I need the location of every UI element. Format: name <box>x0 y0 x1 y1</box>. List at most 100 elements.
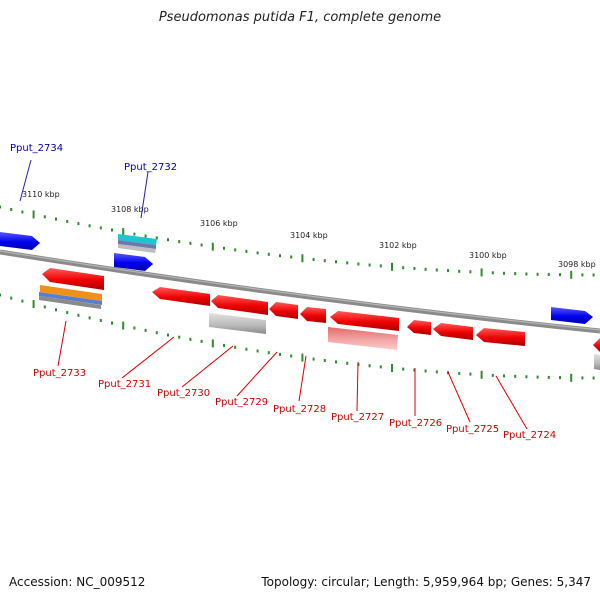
minor-tick <box>43 215 46 219</box>
minor-tick <box>559 376 561 380</box>
minor-tick <box>66 311 69 315</box>
gene-pput-2724[interactable] <box>476 328 525 346</box>
gene-label-pput-2734[interactable]: Pput_2734 <box>10 143 63 154</box>
minor-tick <box>335 260 337 264</box>
gene-pput-2728[interactable] <box>300 307 326 323</box>
major-tick <box>211 339 214 348</box>
minor-tick <box>267 252 270 256</box>
leader-line <box>140 171 149 219</box>
gene-pput-2732[interactable] <box>118 234 157 253</box>
leader-line <box>447 371 471 423</box>
minor-tick <box>547 375 550 379</box>
minor-tick <box>458 371 461 375</box>
leader-line <box>57 320 67 367</box>
minor-tick <box>323 359 326 362</box>
minor-tick <box>402 266 405 270</box>
minor-tick <box>379 365 382 369</box>
kbp-label: 3098 kbp <box>558 260 596 269</box>
minor-tick <box>525 272 528 276</box>
minor-tick <box>189 337 192 341</box>
minor-tick <box>0 205 1 209</box>
gene-label-pput-2731[interactable]: Pput_2731 <box>98 379 151 390</box>
minor-tick <box>279 254 281 258</box>
major-tick <box>391 262 393 271</box>
gene-pput-2734[interactable] <box>0 232 40 250</box>
leader-line <box>121 336 175 379</box>
gene-forward-small[interactable] <box>114 253 153 271</box>
minor-tick <box>21 210 24 214</box>
map-title: Pseudomonas putida F1, complete genome <box>158 10 442 25</box>
gene-label-pput-2729[interactable]: Pput_2729 <box>215 397 268 408</box>
gene-pput-2730[interactable] <box>209 313 266 334</box>
forward-leader-lines <box>19 159 149 219</box>
minor-tick <box>290 255 293 259</box>
minor-tick <box>99 226 102 230</box>
minor-tick <box>491 271 494 275</box>
minor-tick <box>267 351 270 355</box>
gene-label-pput-2730[interactable]: Pput_2730 <box>157 388 210 399</box>
gene-reverse-edge[interactable] <box>593 338 600 370</box>
genome-backbone <box>0 249 600 334</box>
minor-tick <box>503 271 505 275</box>
gene-label-pput-2733[interactable]: Pput_2733 <box>33 368 86 379</box>
minor-tick <box>256 349 259 353</box>
gene-label-pput-2728[interactable]: Pput_2728 <box>273 404 326 415</box>
minor-tick <box>447 269 449 273</box>
minor-tick <box>379 264 382 268</box>
minor-tick <box>514 374 517 378</box>
minor-tick <box>88 316 91 320</box>
minor-tick <box>323 259 326 263</box>
gene-pput-2733[interactable] <box>42 268 104 290</box>
gene-pput-2727[interactable] <box>328 327 398 350</box>
minor-tick <box>312 357 315 361</box>
minor-tick <box>424 267 427 271</box>
minor-tick <box>10 296 13 300</box>
gene-label-pput-2725[interactable]: Pput_2725 <box>446 424 499 435</box>
lower-tick-row <box>0 293 595 382</box>
minor-tick <box>178 335 181 339</box>
minor-tick <box>368 263 371 267</box>
minor-tick <box>469 270 472 274</box>
minor-tick <box>536 272 539 276</box>
minor-tick <box>21 299 24 303</box>
gene-pput-2727-a[interactable] <box>330 311 399 331</box>
gene-pput-2731[interactable] <box>152 287 210 306</box>
minor-tick <box>200 339 203 343</box>
minor-tick <box>55 217 57 221</box>
gene-label-pput-2726[interactable]: Pput_2726 <box>389 418 442 429</box>
minor-tick <box>592 273 595 277</box>
major-tick <box>391 364 393 372</box>
kbp-label: 3106 kbp <box>200 219 238 228</box>
minor-tick <box>155 331 158 335</box>
gene-pput-2726[interactable] <box>407 320 431 335</box>
minor-tick <box>10 208 13 211</box>
kbp-label: 3104 kbp <box>290 231 328 240</box>
kbp-label: 3110 kbp <box>22 190 60 199</box>
minor-tick <box>133 232 136 236</box>
gene-label-pput-2724[interactable]: Pput_2724 <box>503 430 556 441</box>
gene-pput-2730-a[interactable] <box>211 295 268 315</box>
minor-tick <box>0 293 1 297</box>
minor-tick <box>43 305 46 309</box>
minor-tick <box>88 224 91 228</box>
minor-tick <box>223 343 225 347</box>
gene-forward-right[interactable] <box>551 307 593 324</box>
minor-tick <box>525 375 528 379</box>
major-tick <box>32 210 35 219</box>
minor-tick <box>111 228 113 232</box>
minor-tick <box>592 376 595 380</box>
gene-pput-2729[interactable] <box>269 302 298 319</box>
gene-label-pput-2727[interactable]: Pput_2727 <box>331 412 384 423</box>
minor-tick <box>458 269 461 273</box>
minor-tick <box>245 249 248 253</box>
leader-line <box>356 361 359 412</box>
minor-tick <box>99 319 102 322</box>
upper-tick-row <box>0 205 595 279</box>
gene-pput-2725[interactable] <box>433 323 473 340</box>
minor-tick <box>581 273 584 277</box>
gene-pput-2733-stack[interactable] <box>39 285 102 309</box>
minor-tick <box>77 222 80 226</box>
gene-label-pput-2732[interactable]: Pput_2732 <box>124 162 177 173</box>
